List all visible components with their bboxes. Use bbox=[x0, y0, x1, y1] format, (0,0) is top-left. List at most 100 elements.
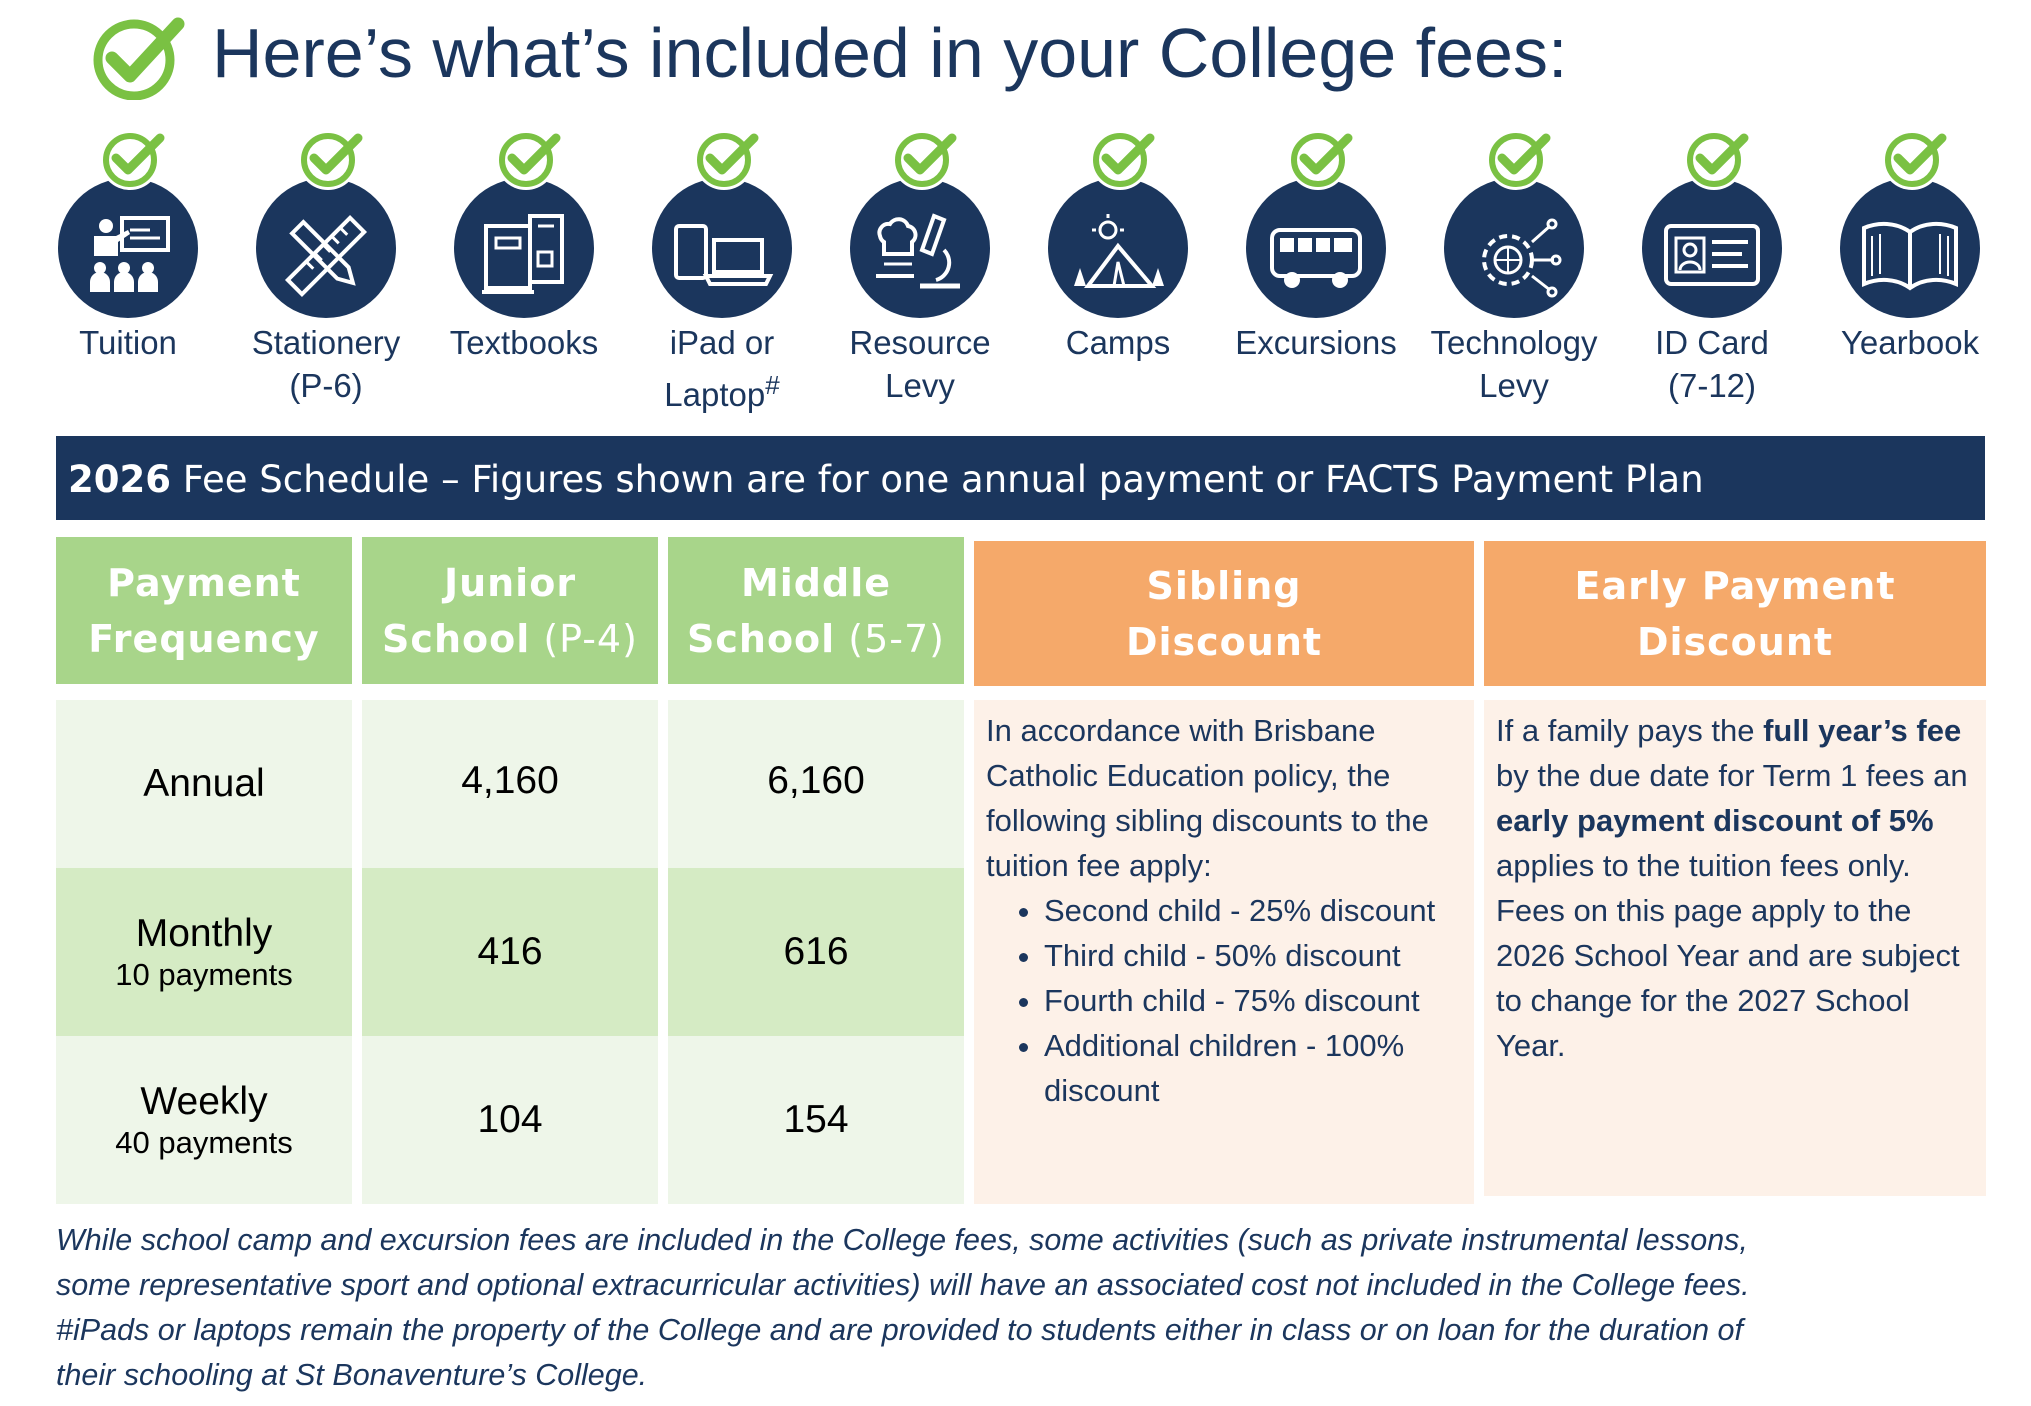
early-text-bold: full year’s fee bbox=[1763, 713, 1962, 748]
tent-icon bbox=[1048, 130, 1188, 318]
banner-year: 2026 bbox=[68, 458, 171, 501]
title-area: Here’s what’s included in your College f… bbox=[90, 8, 1990, 100]
teacher-presentation-icon bbox=[58, 130, 198, 318]
table-row-monthly-junior: 416 bbox=[362, 868, 658, 1036]
table-row-monthly-frequency: Monthly 10 payments bbox=[56, 868, 352, 1036]
footnote-line: their schooling at St Bonaventure’s Coll… bbox=[56, 1358, 648, 1392]
item-label: Camps bbox=[1065, 324, 1171, 361]
table-row-annual-frequency: Annual bbox=[56, 700, 352, 868]
included-item: Stationery (P-6) bbox=[227, 128, 425, 408]
list-item: Second child - 25% discount bbox=[1044, 888, 1462, 933]
header-junior-line1: Junior bbox=[443, 560, 577, 605]
item-label-text: (P-6) bbox=[289, 367, 363, 404]
item-label: Textbooks bbox=[449, 324, 599, 361]
banner-text: Fee Schedule – Figures shown are for one… bbox=[170, 458, 1704, 501]
included-item: iPad or Laptop# bbox=[623, 128, 821, 413]
page-title: Here’s what’s included in your College f… bbox=[212, 14, 1568, 92]
id-card-icon bbox=[1642, 130, 1782, 318]
footnote-line: While school camp and excursion fees are… bbox=[56, 1223, 1748, 1257]
item-label: Resource bbox=[849, 324, 991, 361]
list-item: Third child - 50% discount bbox=[1044, 933, 1462, 978]
early-text-part: by the due date for Term 1 fees an bbox=[1496, 758, 1968, 793]
footnote-line: some representative sport and optional e… bbox=[56, 1268, 1750, 1302]
sibling-intro: In accordance with Brisbane Catholic Edu… bbox=[986, 713, 1429, 883]
header-sibling-line2: Discount bbox=[1125, 619, 1323, 664]
junior-fee: 104 bbox=[477, 1098, 543, 1141]
item-label-line2: Levy bbox=[821, 363, 1019, 408]
item-label: iPad or bbox=[669, 324, 775, 361]
junior-fee: 4,160 bbox=[461, 759, 559, 802]
item-label-line2: Laptop# bbox=[623, 363, 821, 417]
table-row-weekly-junior: 104 bbox=[362, 1036, 658, 1204]
header-middle-range: (5-7) bbox=[835, 616, 945, 661]
included-item: Tuition bbox=[29, 128, 227, 408]
table-row-weekly-frequency: Weekly 40 payments bbox=[56, 1036, 352, 1204]
header-sibling-line1: Sibling bbox=[1146, 563, 1302, 608]
header-junior-range: (P-4) bbox=[530, 616, 638, 661]
junior-fee: 416 bbox=[477, 930, 543, 973]
item-label: ID Card bbox=[1655, 324, 1769, 361]
item-label-line2: Levy bbox=[1415, 363, 1613, 408]
included-item: Resource Levy bbox=[821, 128, 1019, 408]
list-item: Fourth child - 75% discount bbox=[1044, 978, 1462, 1023]
header-sibling-discount: Sibling Discount bbox=[974, 541, 1474, 686]
included-item: Technology Levy bbox=[1415, 128, 1613, 408]
early-text-part: If a family pays the bbox=[1496, 713, 1764, 748]
list-item: Additional children - 100% discount bbox=[1044, 1023, 1462, 1113]
item-label: Tuition bbox=[79, 324, 177, 361]
item-label-line2: (7-12) bbox=[1613, 363, 1811, 408]
included-item: Excursions bbox=[1217, 128, 1415, 408]
chef-microscope-icon bbox=[850, 130, 990, 318]
frequency-sublabel: 40 payments bbox=[115, 1125, 293, 1160]
open-book-icon bbox=[1840, 130, 1980, 318]
footnote-marker: # bbox=[765, 370, 780, 400]
header-junior-school: Junior School (P-4) bbox=[362, 537, 658, 684]
item-label-text: (7-12) bbox=[1667, 367, 1757, 404]
gear-globe-icon bbox=[1444, 130, 1584, 318]
item-label: Yearbook bbox=[1840, 324, 1980, 361]
table-row-annual-middle: 6,160 bbox=[668, 700, 964, 868]
early-payment-text: If a family pays the full year’s fee by … bbox=[1484, 700, 1986, 1196]
header-middle-line2: School bbox=[687, 616, 836, 661]
header-payment-frequency: Payment Frequency bbox=[56, 537, 352, 684]
item-label-text: Levy bbox=[1479, 367, 1549, 404]
early-text-bold: early payment discount of 5% bbox=[1496, 803, 1934, 838]
included-item: Yearbook bbox=[1811, 128, 2009, 408]
included-item: Camps bbox=[1019, 128, 1217, 408]
header-middle-line1: Middle bbox=[740, 560, 892, 605]
tablet-laptop-icon bbox=[652, 130, 792, 318]
middle-fee: 616 bbox=[783, 930, 849, 973]
item-label-text: Levy bbox=[885, 367, 955, 404]
fee-schedule-banner: 2026 Fee Schedule – Figures shown are fo… bbox=[56, 436, 1985, 520]
table-row-annual-junior: 4,160 bbox=[362, 700, 658, 868]
header-early-line2: Discount bbox=[1636, 619, 1834, 664]
footnote-line: #iPads or laptops remain the property of… bbox=[56, 1313, 1743, 1347]
frequency-label: Weekly bbox=[140, 1080, 268, 1123]
header-early-line1: Early Payment bbox=[1574, 563, 1896, 608]
header-payment-frequency-line2: Frequency bbox=[88, 616, 320, 661]
early-text-part: applies to the tuition fees only. Fees o… bbox=[1496, 848, 1960, 1063]
frequency-label: Monthly bbox=[135, 912, 273, 955]
item-label: Excursions bbox=[1235, 324, 1397, 361]
header-middle-school: Middle School (5-7) bbox=[668, 537, 964, 684]
included-item: ID Card (7-12) bbox=[1613, 128, 1811, 408]
item-label-line2: (P-6) bbox=[227, 363, 425, 408]
item-label: Technology bbox=[1430, 324, 1598, 361]
bus-icon bbox=[1246, 130, 1386, 318]
footnote: While school camp and excursion fees are… bbox=[56, 1218, 1986, 1398]
header-payment-frequency-line1: Payment bbox=[107, 560, 301, 605]
frequency-label: Annual bbox=[143, 762, 265, 805]
header-junior-line2: School bbox=[382, 616, 531, 661]
frequency-sublabel: 10 payments bbox=[115, 957, 293, 992]
header-early-payment-discount: Early Payment Discount bbox=[1484, 541, 1986, 686]
table-row-monthly-middle: 616 bbox=[668, 868, 964, 1036]
included-item: Textbooks bbox=[425, 128, 623, 408]
item-label: Stationery bbox=[251, 324, 401, 361]
middle-fee: 154 bbox=[783, 1098, 849, 1141]
books-icon bbox=[454, 130, 594, 318]
pencil-ruler-icon bbox=[256, 130, 396, 318]
sibling-discount-list: Second child - 25% discount Third child … bbox=[986, 888, 1462, 1113]
item-label-text: Laptop bbox=[664, 376, 766, 413]
middle-fee: 6,160 bbox=[767, 759, 865, 802]
sibling-discount-text: In accordance with Brisbane Catholic Edu… bbox=[974, 700, 1474, 1204]
